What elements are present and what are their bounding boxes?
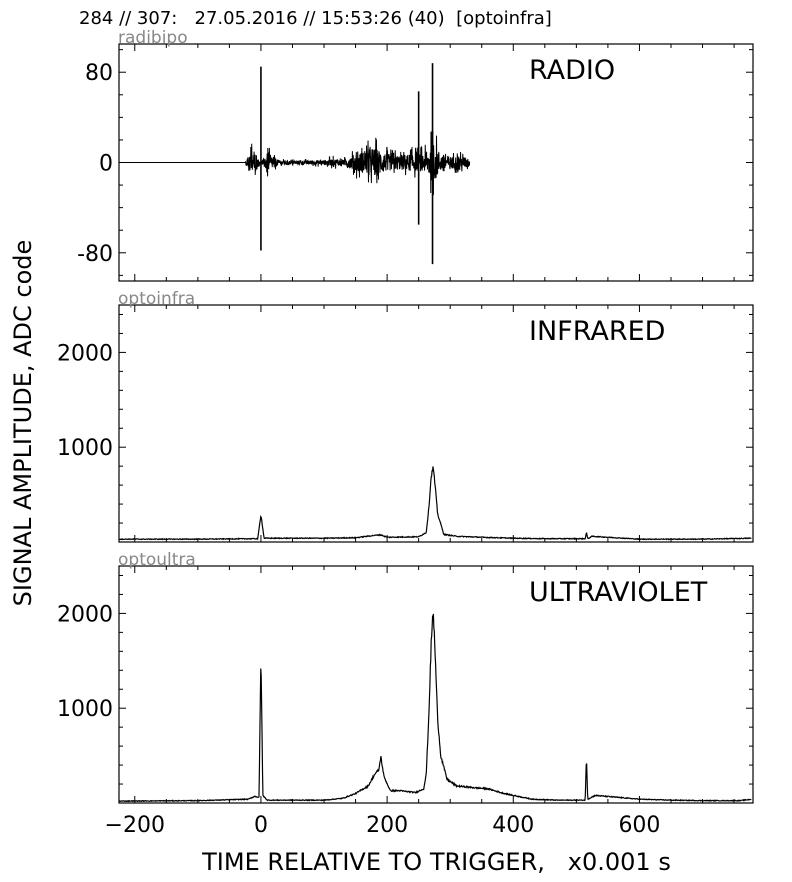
y-tick-label: -80 xyxy=(77,242,113,267)
x-tick-label: 400 xyxy=(492,813,534,838)
panel-optoinfra: 1000 2000 optoinfra INFRARED xyxy=(57,289,754,543)
y-tick-label: 1000 xyxy=(57,436,113,461)
x-tick-label: −200 xyxy=(105,813,165,838)
y-tick-label: 2000 xyxy=(57,341,113,366)
optoultra-trace xyxy=(118,613,752,803)
y-tick-label: 80 xyxy=(85,61,113,86)
channel-label: optoultra xyxy=(118,550,196,570)
y-tick-label: 0 xyxy=(99,152,113,177)
x-axis-label: TIME RELATIVE TO TRIGGER, x0.001 s xyxy=(202,848,671,876)
plot-frame xyxy=(118,304,754,543)
x-tick-label: 600 xyxy=(618,813,660,838)
chart-header: 284 // 307: 27.05.2016 // 15:53:26 (40) … xyxy=(79,8,552,29)
panel-optoultra: 1000 2000 optoultra ULTRAVIOLET −200 0 200 400 6… xyxy=(57,550,754,838)
panel-title: ULTRAVIOLET xyxy=(529,577,708,608)
y-tick-label: 1000 xyxy=(57,697,113,722)
y-axis-label-text: SIGNAL AMPLITUDE, ADC code xyxy=(9,239,37,607)
panel-title: INFRARED xyxy=(529,316,665,347)
x-tick-label: 200 xyxy=(366,813,408,838)
channel-label: optoinfra xyxy=(118,289,195,309)
plot-frame xyxy=(118,565,754,804)
panel-title: RADIO xyxy=(529,55,615,86)
optoinfra-trace xyxy=(118,466,752,541)
radio-trace xyxy=(119,130,471,196)
y-tick-label: 2000 xyxy=(57,602,113,627)
channel-label: radibipo xyxy=(118,28,188,48)
x-tick-label: 0 xyxy=(254,813,268,838)
